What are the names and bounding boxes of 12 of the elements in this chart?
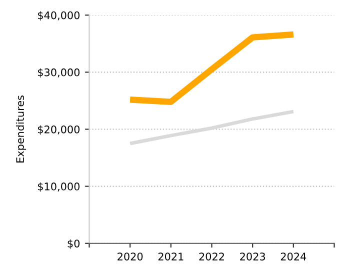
- x-tick-label: 2024: [280, 252, 306, 260]
- x-tick-label: 2020: [118, 252, 143, 260]
- line-series: [128, 110, 296, 146]
- y-axis-title: Expenditures: [16, 96, 26, 162]
- y-tick-label: $10,000: [38, 182, 80, 192]
- y-tick-label: $30,000: [38, 68, 80, 78]
- y-tick-label: $20,000: [38, 125, 80, 135]
- y-tick-label: $40,000: [38, 11, 80, 21]
- y-tick-label: $0: [68, 239, 80, 249]
- x-tick-label: 2023: [240, 252, 266, 260]
- x-tick-label: 2021: [158, 252, 184, 260]
- x-tick-label: 2022: [199, 252, 224, 260]
